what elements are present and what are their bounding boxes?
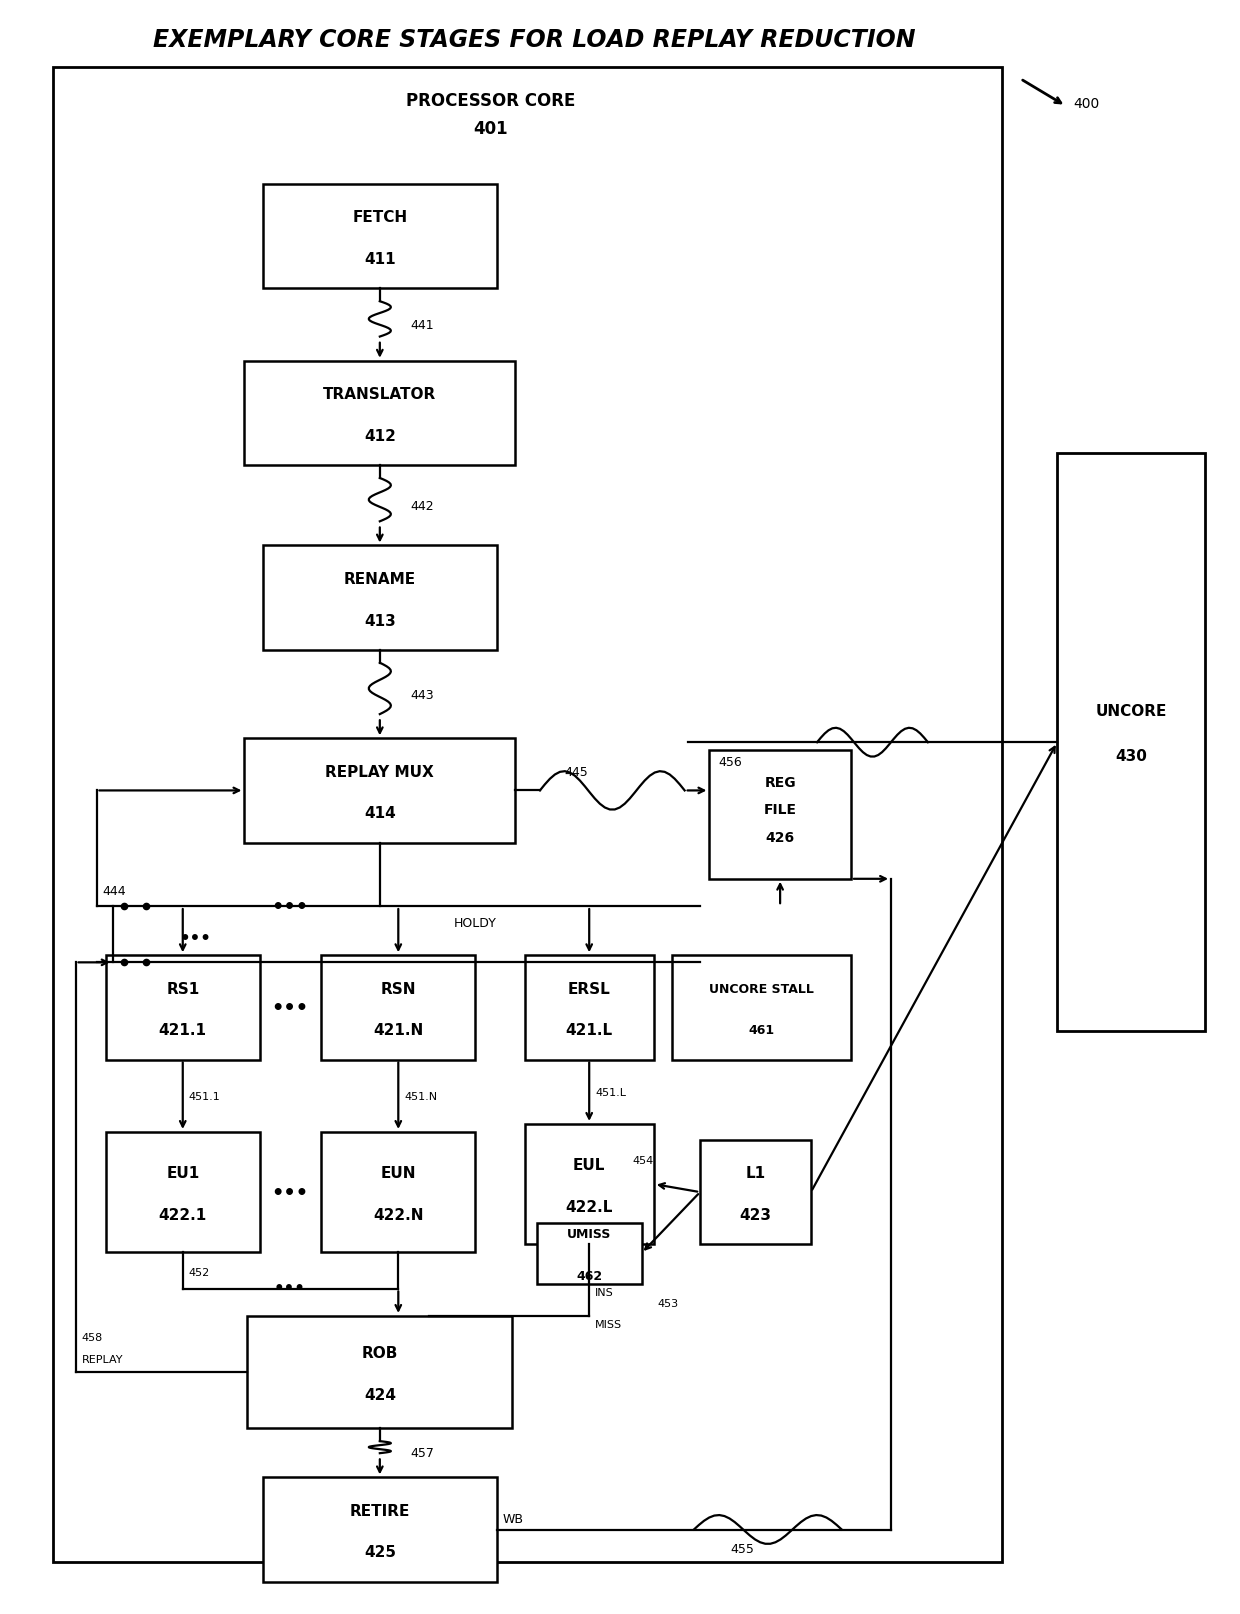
Text: UMISS: UMISS — [567, 1228, 611, 1241]
Bar — [244, 362, 516, 466]
Text: WB: WB — [503, 1512, 525, 1525]
Text: 425: 425 — [363, 1545, 396, 1559]
Text: EUL: EUL — [573, 1157, 605, 1172]
Text: REPLAY: REPLAY — [82, 1354, 123, 1364]
Text: TRANSLATOR: TRANSLATOR — [324, 387, 436, 402]
Bar — [244, 739, 516, 843]
Text: HOLDY: HOLDY — [454, 917, 496, 930]
Text: 422.L: 422.L — [565, 1199, 613, 1214]
Text: FILE: FILE — [764, 802, 796, 817]
Text: RSN: RSN — [381, 981, 417, 996]
Text: EXEMPLARY CORE STAGES FOR LOAD REPLAY REDUCTION: EXEMPLARY CORE STAGES FOR LOAD REPLAY RE… — [153, 27, 915, 52]
Text: 424: 424 — [363, 1386, 396, 1403]
Text: 401: 401 — [474, 121, 508, 139]
Text: 413: 413 — [365, 613, 396, 628]
Text: 455: 455 — [730, 1543, 755, 1556]
Text: UNCORE STALL: UNCORE STALL — [709, 981, 815, 994]
Text: 445: 445 — [564, 765, 588, 778]
Text: •••: ••• — [272, 1183, 309, 1202]
Bar — [1058, 454, 1205, 1031]
Text: ERSL: ERSL — [568, 981, 610, 996]
Text: •••: ••• — [179, 930, 211, 947]
Text: RS1: RS1 — [166, 981, 200, 996]
Text: 422.N: 422.N — [373, 1207, 424, 1222]
Text: 462: 462 — [577, 1269, 603, 1283]
Text: REG: REG — [764, 775, 796, 789]
Bar — [321, 955, 475, 1060]
Text: UNCORE: UNCORE — [1095, 704, 1167, 718]
Bar — [672, 955, 851, 1060]
Text: 451.1: 451.1 — [188, 1091, 221, 1101]
Text: 423: 423 — [739, 1207, 771, 1222]
Text: 414: 414 — [365, 805, 396, 822]
Text: MISS: MISS — [595, 1319, 622, 1328]
Text: 441: 441 — [410, 320, 434, 332]
Text: REPLAY MUX: REPLAY MUX — [325, 763, 434, 780]
Text: 400: 400 — [1074, 97, 1100, 111]
Text: EU1: EU1 — [166, 1165, 200, 1180]
Bar — [105, 1131, 259, 1252]
Text: PROCESSOR CORE: PROCESSOR CORE — [405, 92, 575, 110]
Bar — [709, 751, 851, 880]
Text: 452: 452 — [188, 1267, 210, 1278]
Text: 444: 444 — [103, 884, 126, 897]
Text: 421.L: 421.L — [565, 1023, 613, 1038]
Text: 451.L: 451.L — [595, 1086, 626, 1098]
Text: RETIRE: RETIRE — [350, 1503, 410, 1517]
Text: 461: 461 — [749, 1023, 775, 1036]
Text: 454: 454 — [632, 1156, 653, 1165]
Text: 456: 456 — [718, 755, 743, 768]
Text: L1: L1 — [745, 1165, 765, 1180]
Text: 411: 411 — [365, 252, 396, 266]
Bar — [525, 1123, 653, 1244]
Text: RENAME: RENAME — [343, 571, 415, 586]
Text: 422.1: 422.1 — [159, 1207, 207, 1222]
Bar — [53, 68, 1002, 1562]
Text: ROB: ROB — [362, 1346, 398, 1361]
Text: 426: 426 — [765, 831, 795, 844]
Bar — [263, 184, 497, 289]
Text: •••: ••• — [274, 1280, 306, 1298]
Text: 458: 458 — [82, 1332, 103, 1341]
Bar — [263, 1477, 497, 1582]
Text: 453: 453 — [657, 1298, 678, 1309]
Bar — [525, 955, 653, 1060]
Text: FETCH: FETCH — [352, 210, 408, 226]
Bar — [701, 1139, 811, 1244]
Text: EUN: EUN — [381, 1165, 417, 1180]
Text: 457: 457 — [410, 1446, 434, 1459]
Text: •••: ••• — [272, 897, 309, 917]
Text: 442: 442 — [410, 499, 434, 512]
Text: 421.N: 421.N — [373, 1023, 423, 1038]
Bar — [263, 546, 497, 650]
Text: INS: INS — [595, 1286, 614, 1298]
Text: •••: ••• — [272, 997, 309, 1017]
Text: 443: 443 — [410, 688, 434, 700]
Bar — [105, 955, 259, 1060]
Text: 421.1: 421.1 — [159, 1023, 207, 1038]
Bar — [321, 1131, 475, 1252]
Bar — [248, 1315, 512, 1428]
Bar — [537, 1223, 641, 1283]
Text: 412: 412 — [363, 429, 396, 444]
Text: 451.N: 451.N — [404, 1091, 438, 1101]
Text: 430: 430 — [1115, 749, 1147, 763]
